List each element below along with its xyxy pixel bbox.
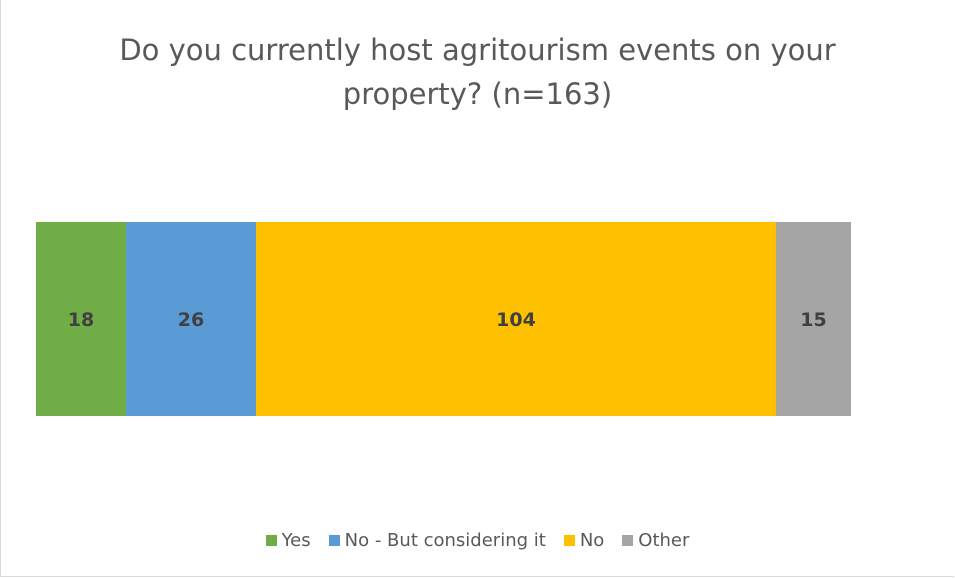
legend-label-2: No xyxy=(579,530,605,551)
legend-item-3: Other xyxy=(622,530,689,551)
legend-swatch-3 xyxy=(622,535,634,546)
data-label-1: 26 xyxy=(178,309,204,331)
legend-swatch-1 xyxy=(328,535,340,546)
bar-segment-2 xyxy=(256,222,776,416)
legend-item-1: No - But considering it xyxy=(328,530,546,551)
legend-swatch-0 xyxy=(265,535,277,546)
bar-segment-1 xyxy=(126,222,256,416)
bar-segment-3 xyxy=(776,222,851,416)
legend-item-2: No xyxy=(563,530,605,551)
legend-item-0: Yes xyxy=(265,530,311,551)
legend-label-1: No - But considering it xyxy=(344,530,546,551)
chart-title: Do you currently host agritourism events… xyxy=(119,33,836,111)
data-label-3: 15 xyxy=(800,309,826,331)
chart-legend: Yes No - But considering it No Other xyxy=(0,530,955,551)
bar-segment-0 xyxy=(36,222,126,416)
legend-label-0: Yes xyxy=(281,530,311,551)
legend-label-3: Other xyxy=(638,530,690,551)
data-label-0: 18 xyxy=(68,309,94,331)
legend-swatch-2 xyxy=(563,535,575,546)
data-label-2: 104 xyxy=(496,309,536,331)
